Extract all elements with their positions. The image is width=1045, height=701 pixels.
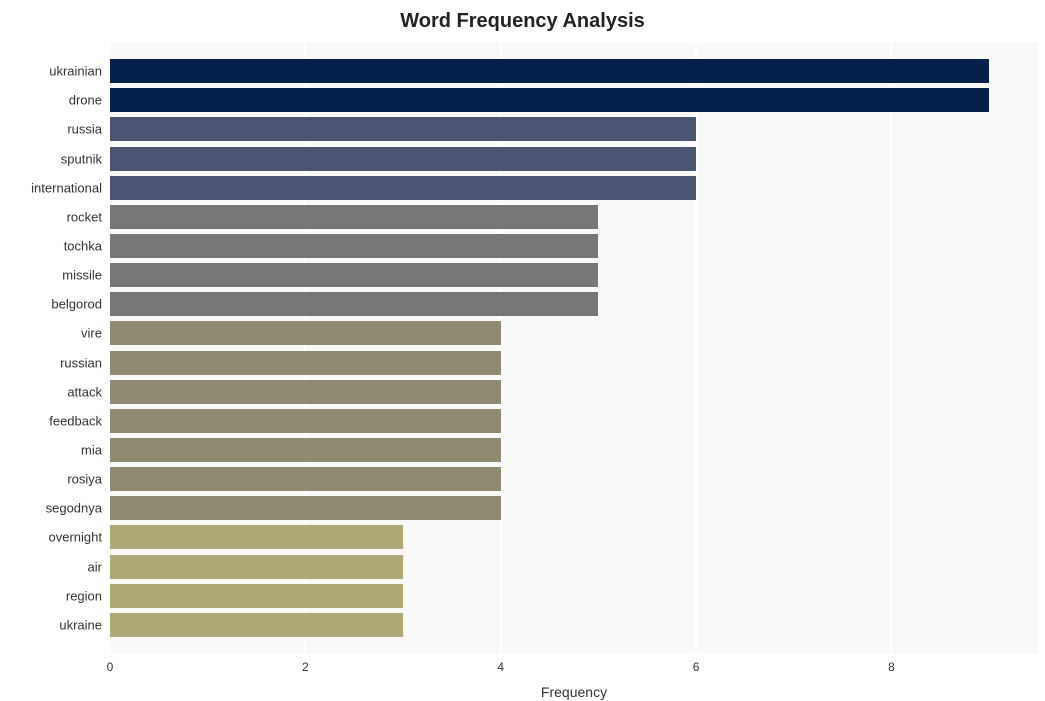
- y-tick-label: vire: [81, 326, 102, 341]
- bar: [110, 88, 989, 112]
- y-tick-label: sputnik: [61, 151, 102, 166]
- bar: [110, 555, 403, 579]
- y-tick-label: region: [66, 588, 102, 603]
- grid-line: [890, 42, 892, 654]
- chart-title: Word Frequency Analysis: [0, 10, 1045, 33]
- bar: [110, 380, 501, 404]
- y-tick-label: international: [31, 180, 102, 195]
- y-tick-label: air: [88, 559, 102, 574]
- bar: [110, 613, 403, 637]
- y-tick-label: rosiya: [67, 472, 102, 487]
- bar: [110, 409, 501, 433]
- y-tick-label: ukraine: [59, 617, 102, 632]
- bar: [110, 467, 501, 491]
- bar: [110, 496, 501, 520]
- bar: [110, 117, 696, 141]
- bar: [110, 263, 598, 287]
- x-tick-label: 2: [302, 660, 309, 674]
- bar: [110, 59, 989, 83]
- bar: [110, 584, 403, 608]
- x-tick-label: 8: [888, 660, 895, 674]
- y-tick-label: ukrainian: [49, 64, 102, 79]
- y-tick-label: drone: [69, 93, 102, 108]
- bar: [110, 292, 598, 316]
- chart-container: Word Frequency Analysis 02468Frequencyuk…: [0, 0, 1045, 701]
- y-tick-label: segodnya: [46, 501, 102, 516]
- bar: [110, 525, 403, 549]
- y-tick-label: russian: [60, 355, 102, 370]
- bar: [110, 351, 501, 375]
- y-tick-label: tochka: [64, 239, 102, 254]
- x-tick-label: 0: [107, 660, 114, 674]
- bar: [110, 321, 501, 345]
- y-tick-label: attack: [67, 384, 102, 399]
- plot-area: 02468Frequencyukrainiandronerussiasputni…: [110, 42, 1038, 654]
- y-tick-label: feedback: [49, 413, 102, 428]
- x-axis-title: Frequency: [541, 684, 607, 700]
- y-tick-label: mia: [81, 443, 102, 458]
- x-tick-label: 4: [497, 660, 504, 674]
- bar: [110, 234, 598, 258]
- y-tick-label: overnight: [49, 530, 102, 545]
- bar: [110, 438, 501, 462]
- y-tick-label: russia: [67, 122, 102, 137]
- bar: [110, 205, 598, 229]
- y-tick-label: belgorod: [51, 297, 102, 312]
- x-tick-label: 6: [693, 660, 700, 674]
- bar: [110, 176, 696, 200]
- bar: [110, 147, 696, 171]
- y-tick-label: rocket: [67, 209, 102, 224]
- y-tick-label: missile: [62, 268, 102, 283]
